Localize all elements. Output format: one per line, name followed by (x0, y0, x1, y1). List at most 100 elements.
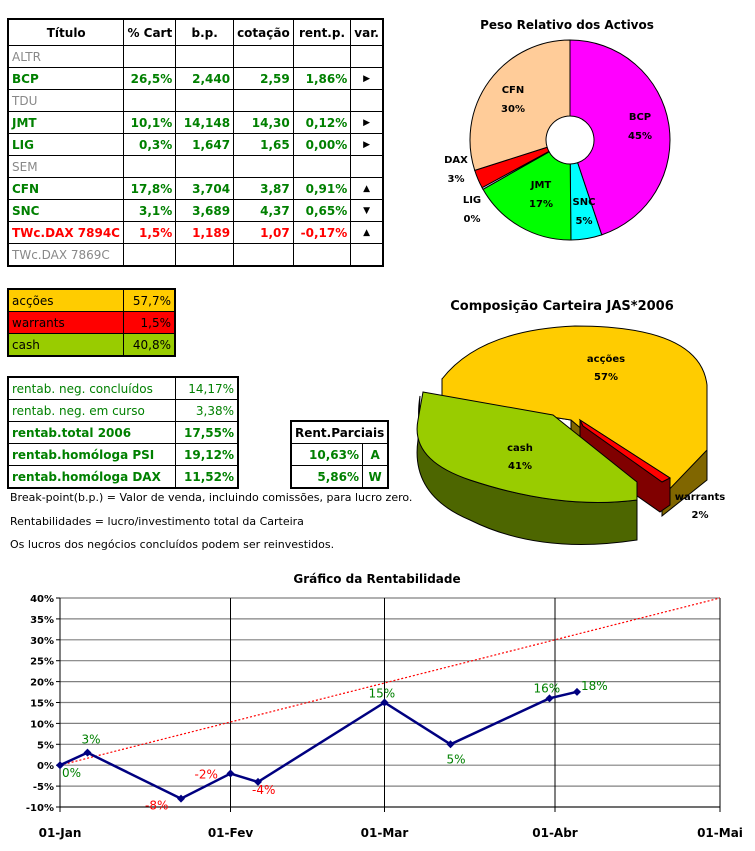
rent-cell: 0,12% (292, 111, 352, 134)
note-returns: Rentabilidades = lucro/investimento tota… (10, 515, 304, 528)
pie1-slice-value: 45% (628, 131, 652, 142)
cotacao-cell: 14,30 (233, 111, 294, 134)
pie1-slice-label: JMT (530, 180, 552, 191)
var-cell (350, 155, 384, 178)
y-tick-label: 5% (37, 740, 54, 751)
x-tick-label: 01-Fev (208, 826, 254, 840)
cotacao-cell (233, 155, 294, 178)
pie2 (416, 325, 708, 545)
arrow-down-icon: ▼ (363, 205, 371, 216)
table-row: TWc.DAX 7894C 1,5% 1,189 1,07 -0,17% ▲ (7, 221, 384, 244)
titulo-cell: LIG (7, 133, 125, 156)
pie1-slice-label: BCP (629, 112, 651, 123)
target-line (59, 597, 721, 766)
bp-cell: 1,647 (175, 133, 235, 156)
returns-value: 14,17% (175, 376, 239, 400)
pie2-slice-warrants-side (579, 419, 671, 513)
x-tick-label: 01-Mar (361, 826, 409, 840)
rent-cell: 0,00% (292, 133, 352, 156)
table-row: SNC 3,1% 3,689 4,37 0,65% ▼ (7, 199, 384, 222)
titulo-cell: SEM (7, 155, 125, 178)
table-row: CFN 17,8% 3,704 3,87 0,91% ▲ (7, 177, 384, 200)
table-row: ALTR (7, 45, 384, 68)
data-point (177, 794, 185, 803)
allocation-label: acções (7, 288, 124, 312)
bp-cell (175, 89, 235, 112)
bp-cell (175, 155, 235, 178)
bp-cell: 3,704 (175, 177, 235, 200)
data-point (56, 761, 64, 770)
returns-row: rentab.homóloga PSI 19,12% (7, 443, 239, 466)
line-chart-title: Gráfico da Rentabilidade (293, 572, 460, 586)
bp-cell: 2,440 (175, 67, 235, 90)
cotacao-cell: 3,87 (233, 177, 294, 200)
partial-value: 5,86% (290, 465, 363, 489)
returns-value: 17,55% (175, 421, 239, 444)
data-point (254, 777, 262, 786)
cotacao-cell: 1,07 (233, 221, 294, 244)
titulo-cell: TDU (7, 89, 125, 112)
y-tick-label: 15% (30, 699, 54, 710)
column-header: cotação (233, 18, 294, 46)
pie1-slice-label: CFN (502, 85, 525, 96)
pie2-slice-value: 57% (594, 372, 618, 383)
pie1-slice-label: LIG (463, 195, 481, 206)
cart-cell (123, 89, 177, 112)
cart-cell (123, 45, 177, 68)
pie1-slice-cfn (469, 39, 571, 171)
var-cell: ▲ (350, 221, 384, 244)
var-cell: ▲ (350, 177, 384, 200)
cart-cell (123, 155, 177, 178)
returns-table: rentab. neg. concluídos 14,17% rentab. neg… (7, 376, 239, 489)
pie2-slice-label: cash (507, 443, 533, 454)
bp-cell: 1,189 (175, 221, 235, 244)
allocation-label: cash (7, 333, 124, 357)
allocation-label: warrants (7, 311, 124, 334)
x-tick-label: 01-Mai (697, 826, 743, 840)
allocation-value: 57,7% (123, 288, 176, 312)
pie1-title: Peso Relativo dos Activos (480, 18, 654, 32)
data-point (83, 748, 92, 757)
data-label: -2% (195, 768, 218, 782)
pie1-slice-value: 0% (464, 214, 481, 225)
bp-cell: 14,148 (175, 111, 235, 134)
bp-cell (175, 243, 235, 267)
allocation-row: cash 40,8% (7, 333, 176, 357)
rent-cell (292, 89, 352, 112)
allocation-table: acções 57,7% warrants 1,5% cash 40,8% (7, 288, 176, 357)
pie2-slice-value: 2% (692, 510, 709, 521)
var-cell (350, 45, 384, 68)
cotacao-cell: 4,37 (233, 199, 294, 222)
rent-cell: -0,17% (292, 221, 352, 244)
pie1-slice-bcp (569, 39, 671, 236)
returns-label: rentab.total 2006 (7, 421, 176, 444)
cart-cell: 10,1% (123, 111, 177, 134)
pie1-slice-snc (569, 162, 603, 241)
var-cell: ▼ (350, 199, 384, 222)
arrow-right-icon: ▶ (363, 117, 371, 128)
note-profits: Os lucros dos negócios concluídos podem … (10, 538, 335, 551)
cotacao-cell (233, 243, 294, 267)
returns-value: 11,52% (175, 465, 239, 489)
table-row: TDU (7, 89, 384, 112)
data-label: 15% (369, 687, 396, 701)
cotacao-cell: 1,65 (233, 133, 294, 156)
pie1-slice-value: 17% (529, 199, 553, 210)
y-tick-label: 35% (30, 615, 54, 626)
partial-returns-table: Rent.Parciais 10,63% A 5,86% W (290, 420, 390, 489)
var-cell: ▶ (350, 133, 384, 156)
pie2-slice-label: acções (587, 354, 625, 365)
data-label: -8% (145, 799, 168, 813)
data-point (545, 694, 554, 703)
cotacao-cell (233, 45, 294, 68)
allocation-row: acções 57,7% (7, 288, 176, 312)
returns-row: rentab. neg. em curso 3,38% (7, 399, 239, 422)
titulo-cell: ALTR (7, 45, 125, 68)
cart-cell: 0,3% (123, 133, 177, 156)
data-label: 0% (62, 766, 81, 780)
returns-value: 19,12% (175, 443, 239, 466)
column-header: b.p. (175, 18, 235, 46)
pie1-slice-label: DAX (444, 155, 468, 166)
x-tick-label: 01-Jan (39, 826, 82, 840)
return-line (59, 690, 578, 801)
